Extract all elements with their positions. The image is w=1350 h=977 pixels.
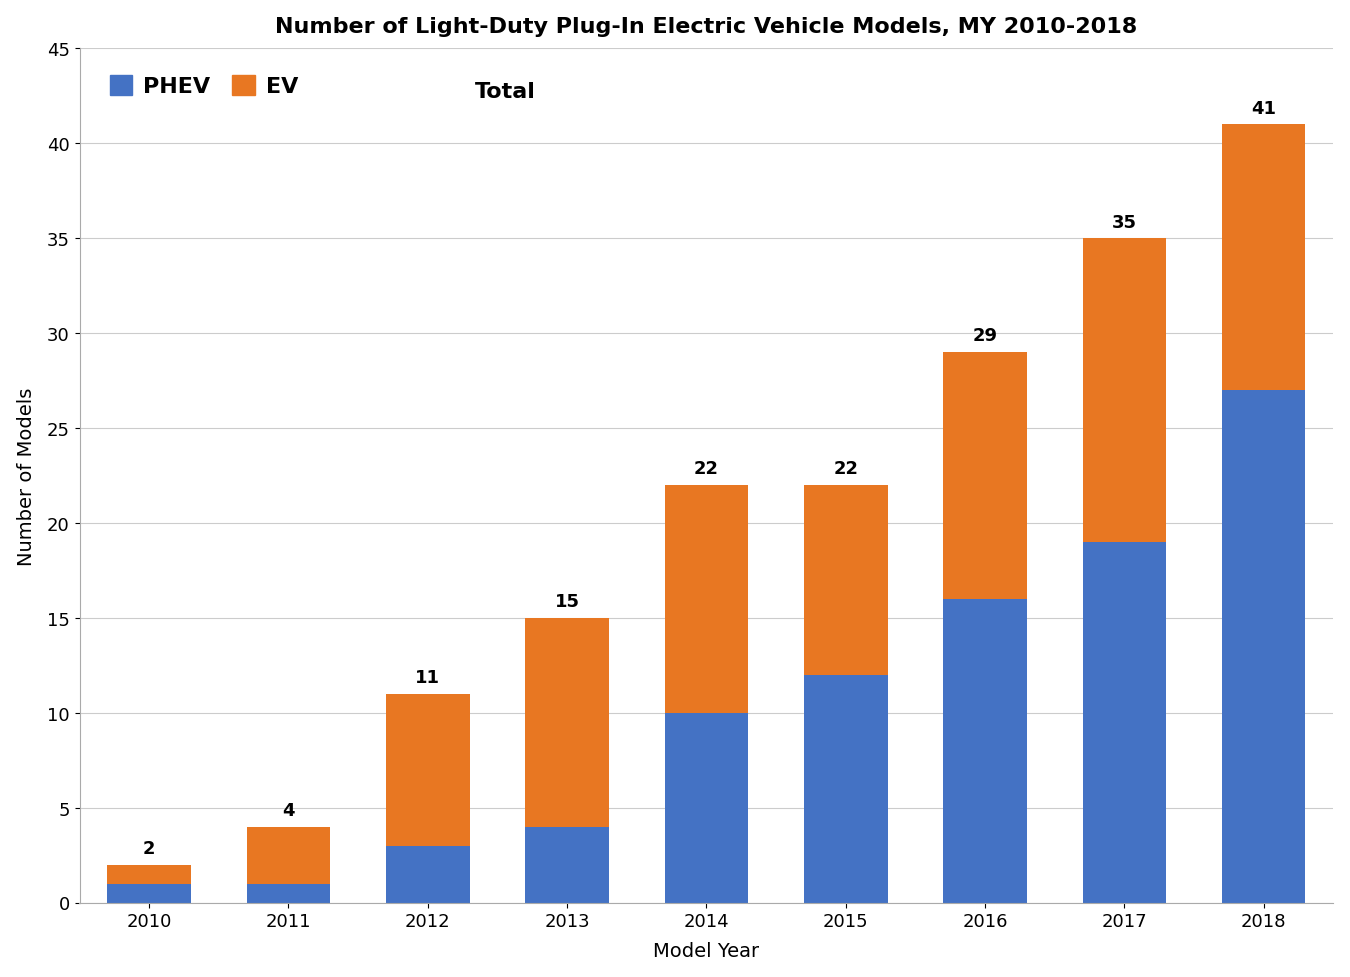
Bar xyxy=(664,486,748,713)
Text: 2: 2 xyxy=(143,839,155,857)
Title: Number of Light-Duty Plug-In Electric Vehicle Models, MY 2010-2018: Number of Light-Duty Plug-In Electric Ve… xyxy=(275,17,1138,36)
Bar xyxy=(944,353,1027,599)
Bar xyxy=(805,675,887,903)
Y-axis label: Number of Models: Number of Models xyxy=(16,387,35,565)
Bar xyxy=(1222,391,1305,903)
Text: 22: 22 xyxy=(694,460,720,478)
Legend: PHEV, EV: PHEV, EV xyxy=(103,69,305,104)
Text: Total: Total xyxy=(474,82,536,102)
Bar xyxy=(386,846,470,903)
Bar xyxy=(1083,239,1166,542)
Text: 35: 35 xyxy=(1112,213,1137,232)
Bar xyxy=(108,883,190,903)
Text: 11: 11 xyxy=(416,668,440,687)
Bar xyxy=(1083,542,1166,903)
Bar xyxy=(386,694,470,846)
Bar xyxy=(108,865,190,883)
Bar xyxy=(944,599,1027,903)
Bar xyxy=(1222,125,1305,391)
Text: 41: 41 xyxy=(1251,100,1276,117)
X-axis label: Model Year: Model Year xyxy=(653,942,760,960)
Bar xyxy=(525,827,609,903)
Text: 15: 15 xyxy=(555,593,579,611)
Text: 4: 4 xyxy=(282,801,294,819)
Bar xyxy=(664,713,748,903)
Text: 22: 22 xyxy=(833,460,859,478)
Bar xyxy=(805,486,887,675)
Text: 29: 29 xyxy=(972,327,998,345)
Bar xyxy=(247,827,331,883)
Bar xyxy=(525,618,609,827)
Bar xyxy=(247,883,331,903)
